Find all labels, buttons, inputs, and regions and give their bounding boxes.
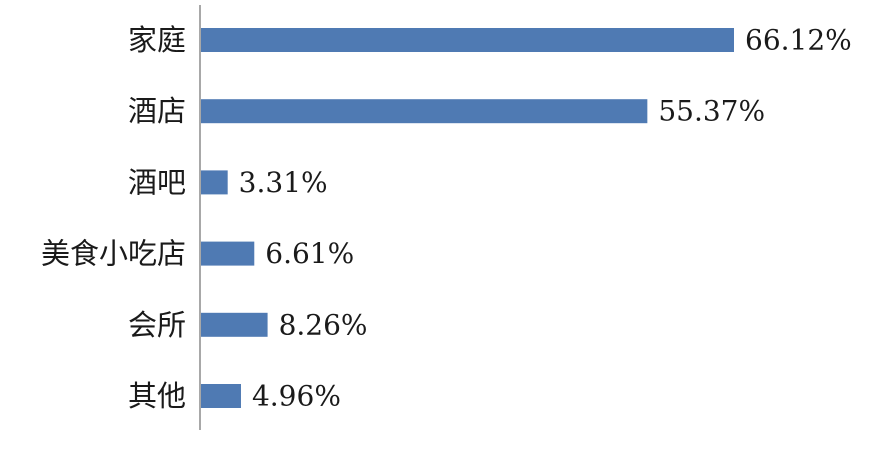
category-label-0: 家庭 [128,23,186,57]
value-label-4: 8.26% [279,308,368,341]
bar-4 [201,312,268,337]
category-label-3: 美食小吃店 [41,237,186,271]
category-label-5: 其他 [128,379,186,413]
bar-0 [201,28,734,52]
category-label-2: 酒吧 [128,165,186,199]
bar-2 [201,170,228,195]
labels-layer: 家庭 66.12% 酒店 55.37% 酒吧 3.31% 美食小吃店 6.61% 会所 8.26%… [41,23,852,413]
category-label-4: 会所 [128,308,186,342]
bar-1 [201,99,648,124]
value-label-1: 55.37% [658,95,765,128]
value-label-2: 3.31% [239,166,328,199]
value-label-0: 66.12% [745,24,852,57]
category-label-1: 酒店 [128,94,186,128]
bar-3 [201,241,255,266]
bar-5 [201,384,241,408]
value-label-3: 6.61% [265,237,354,270]
value-label-5: 4.96% [252,380,341,413]
bars-layer [201,28,734,408]
